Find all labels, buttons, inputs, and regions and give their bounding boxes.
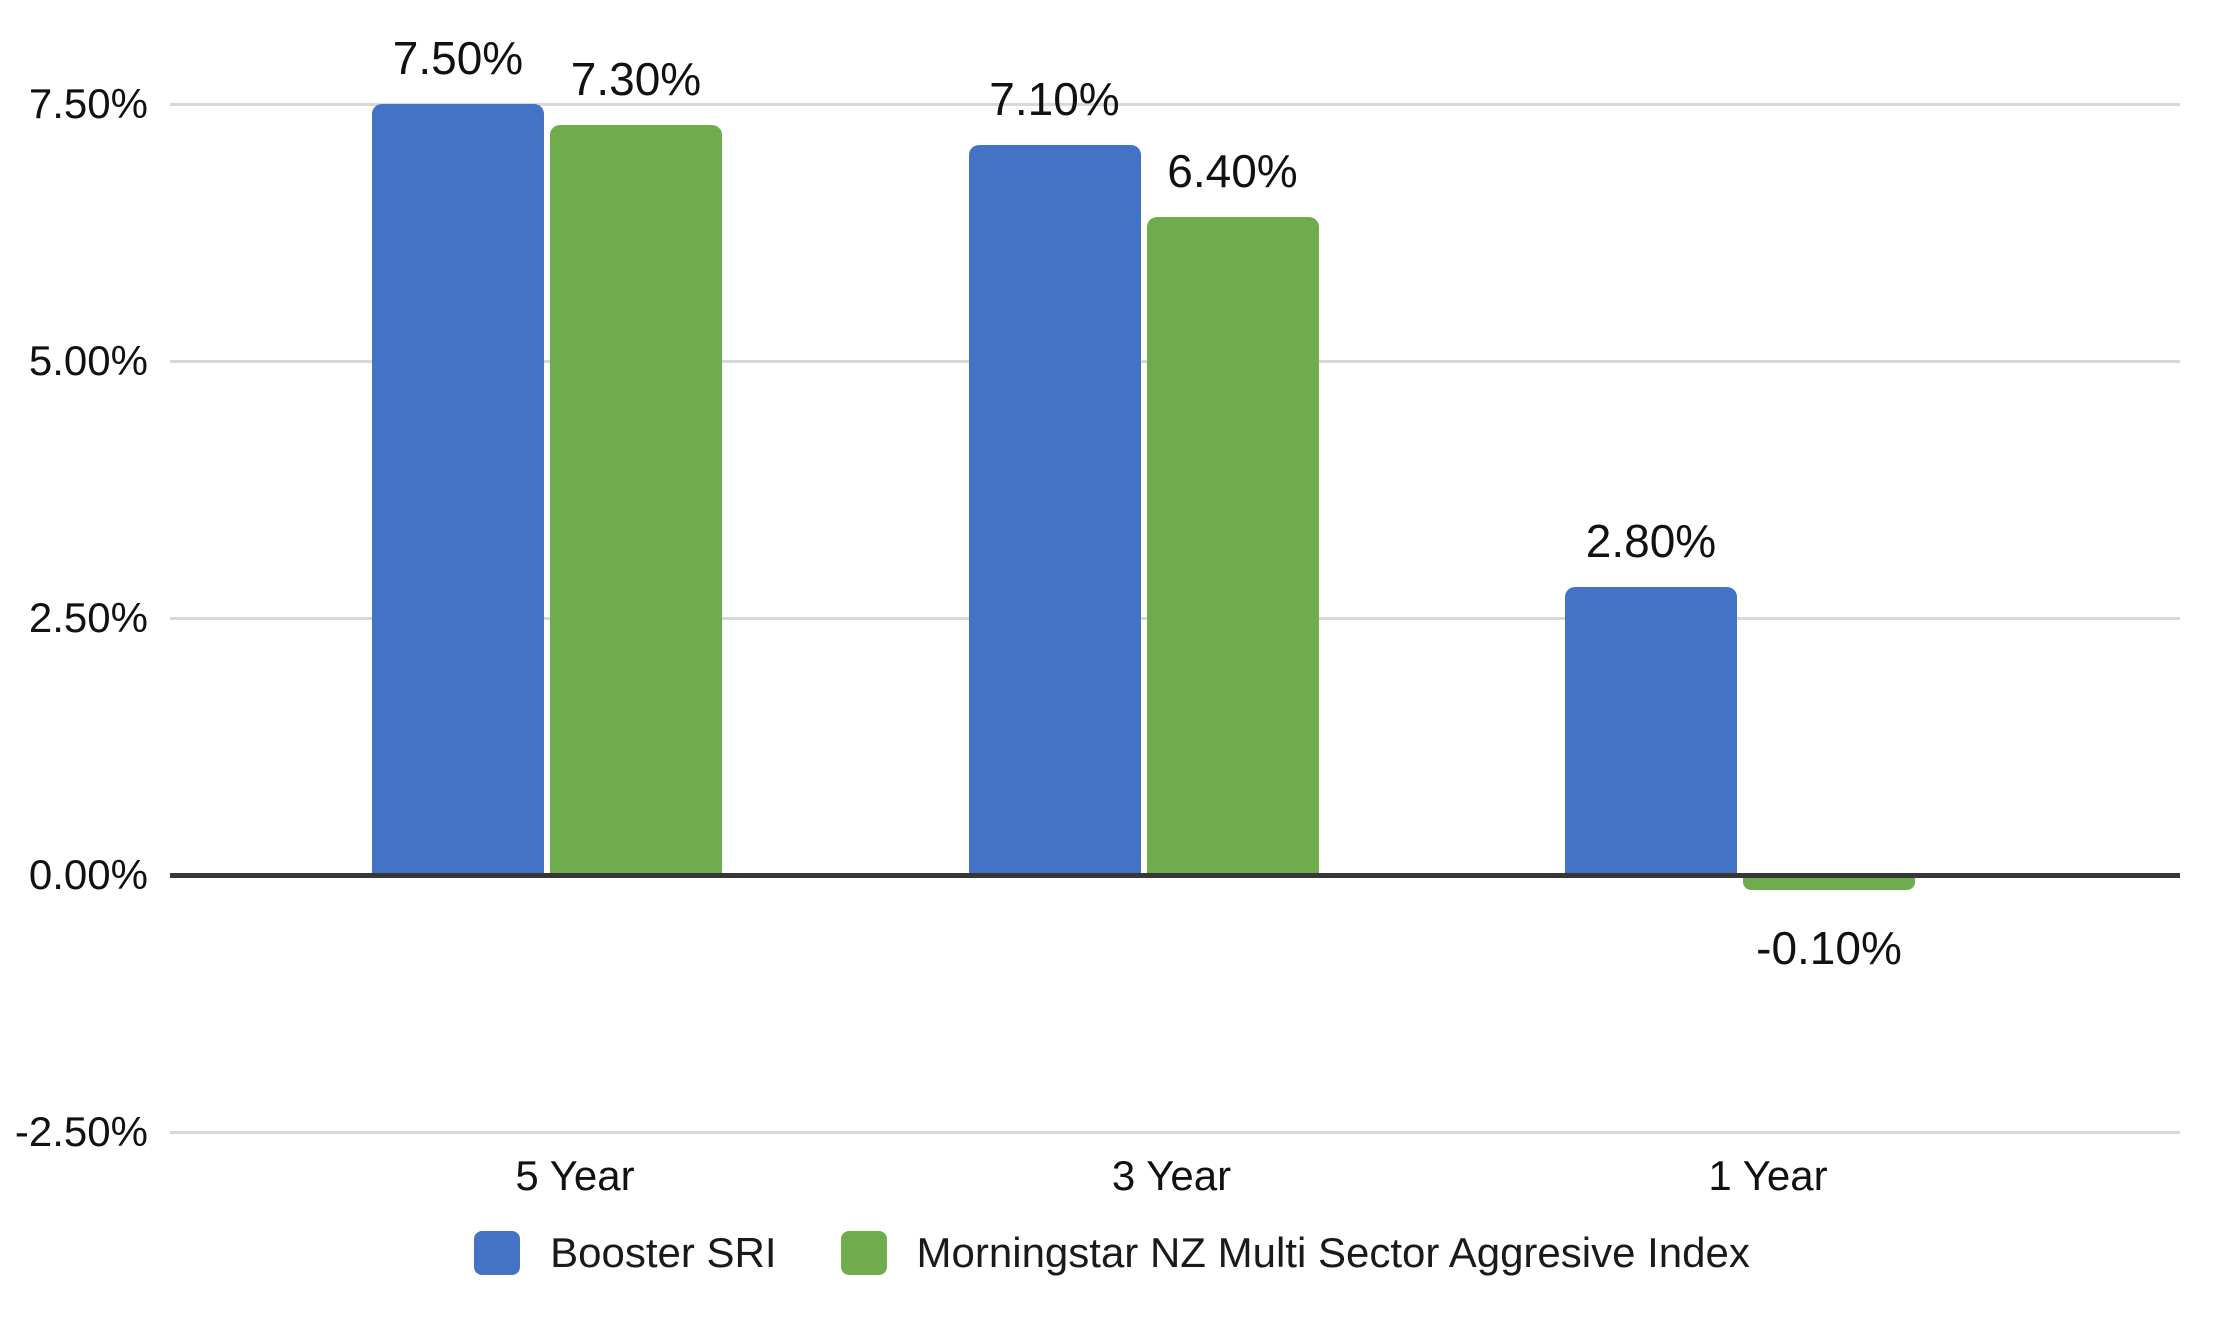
x-axis-category-label: 1 Year [1708,1152,1828,1199]
bar-morningstar-nz-multi-sector-aggresive-index-5-year [550,124,722,875]
legend-label: Morningstar NZ Multi Sector Aggresive In… [916,1229,1750,1276]
y-axis-tick-label: -2.50% [14,1108,148,1155]
data-label: 7.10% [989,73,1120,126]
data-label: 2.80% [1585,515,1717,568]
data-label: -0.10% [1756,922,1902,974]
bar-booster-sri-3-year [968,145,1141,875]
bar-morningstar-nz-multi-sector-aggresive-index-1-year [1743,878,1915,890]
legend-item-booster-sri: Booster SRI [474,1228,777,1278]
y-axis-tick-label: 2.50% [28,594,148,641]
bar-booster-sri-1-year [1565,587,1737,875]
data-label: 6.40% [1167,145,1298,198]
legend-item-morningstar-index: Morningstar NZ Multi Sector Aggresive In… [840,1228,1750,1278]
y-axis-tick-label: 0.00% [28,851,148,898]
y-axis-tick-label: 5.00% [28,337,148,384]
bar-morningstar-nz-multi-sector-aggresive-index-3-year [1146,217,1319,875]
legend-swatch-blue-icon [474,1231,521,1275]
legend-label: Booster SRI [550,1229,777,1276]
legend-swatch-green-icon [840,1231,887,1275]
bar-booster-sri-5-year [372,104,544,875]
x-axis-category-label: 5 Year [515,1152,635,1199]
chart-legend: Booster SRI Morningstar NZ Multi Sector … [0,1228,2224,1278]
y-axis-tick-label: 7.50% [28,80,148,127]
gridline [170,1131,2180,1134]
data-label: 7.30% [570,52,702,105]
x-axis-zero-line [170,873,2180,878]
gridline [170,103,2180,106]
data-label: 7.50% [392,32,524,84]
x-axis-category-label: 3 Year [1111,1152,1232,1199]
